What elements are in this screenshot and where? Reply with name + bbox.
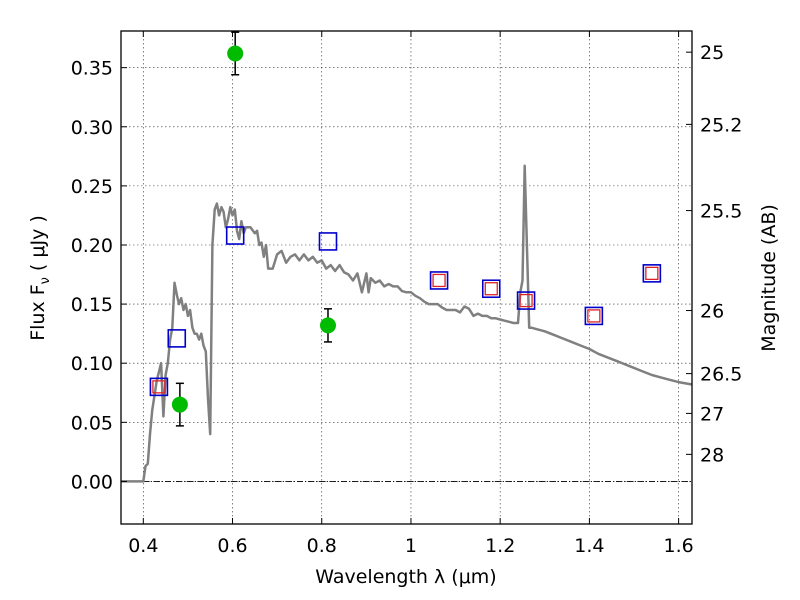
y-tick-label: 0.30 xyxy=(71,117,113,139)
synthetic-photometry-squares xyxy=(152,266,659,394)
y-tick-label: 0.15 xyxy=(71,294,113,316)
model-photometry-square xyxy=(642,264,662,283)
synthetic-photometry-square xyxy=(484,282,498,296)
x-axis-label: Wavelength λ (μm) xyxy=(315,566,496,588)
detection-point xyxy=(171,396,188,413)
magnitude-tick-label: 25.2 xyxy=(700,114,742,136)
x-tick-label: 1.2 xyxy=(485,535,515,557)
magnitude-tick-label: 25.5 xyxy=(700,201,742,223)
detection-errorbars xyxy=(175,31,332,427)
synthetic-photometry-square xyxy=(519,293,533,308)
detection-points xyxy=(171,45,336,413)
detection-point xyxy=(319,317,336,334)
magnitude-tick-label: 25 xyxy=(700,42,724,64)
x-tick-label: 0.4 xyxy=(128,535,158,557)
model-photometry-square xyxy=(481,279,501,299)
y-tick-label: 0.00 xyxy=(71,471,113,493)
model-sed-line xyxy=(121,164,693,483)
tick-labels: 0.4 0.6 0.8 1 1.2 1.4 1.6 0.00 0.05 0.10 0.15 0.20 0… xyxy=(71,42,743,557)
model-photometry-square xyxy=(225,226,245,245)
magnitude-tick-label: 26.5 xyxy=(700,364,742,386)
model-photometry-square xyxy=(149,377,169,397)
x-tick-label: 0.8 xyxy=(307,535,337,557)
x-tick-label: 1 xyxy=(405,535,417,557)
magnitude-tick-label: 26 xyxy=(700,301,724,323)
y-axis-label-unit: ( μJy ) xyxy=(27,215,49,271)
x-tick-label: 0.6 xyxy=(217,535,247,557)
model-photometry-squares xyxy=(149,226,662,397)
synthetic-photometry-square xyxy=(152,380,166,394)
y-axis-label-subscript: ν xyxy=(38,277,53,284)
model-photometry-square xyxy=(429,271,449,290)
x-tick-label: 1.6 xyxy=(664,535,694,557)
y-axis-label-main: Flux F xyxy=(27,284,49,340)
y-tick-label: 0.25 xyxy=(71,176,113,198)
magnitude-tick-label: 27 xyxy=(700,403,724,425)
model-sed-series xyxy=(121,164,693,483)
magnitude-tick-label: 28 xyxy=(700,444,724,466)
model-photometry-square xyxy=(167,329,187,348)
y2-axis-label: Magnitude (AB) xyxy=(758,204,780,352)
model-photometry-square xyxy=(584,306,604,326)
y-axis-label: Flux Fν ( μJy ) xyxy=(27,215,53,341)
y-tick-label: 0.35 xyxy=(71,58,113,80)
model-photometry-square xyxy=(318,232,338,251)
y-tick-label: 0.10 xyxy=(71,353,113,375)
x-tick-label: 1.4 xyxy=(574,535,604,557)
plot-frame xyxy=(120,30,693,525)
detection-point xyxy=(227,45,244,62)
synthetic-photometry-square xyxy=(645,266,659,281)
synthetic-photometry-square xyxy=(432,273,446,288)
axis-ticks xyxy=(121,31,692,524)
y-tick-label: 0.20 xyxy=(71,235,113,257)
synthetic-photometry-square xyxy=(587,309,601,323)
grid-lines xyxy=(121,31,692,524)
y-tick-label: 0.05 xyxy=(71,412,113,434)
model-photometry-square xyxy=(516,291,536,310)
